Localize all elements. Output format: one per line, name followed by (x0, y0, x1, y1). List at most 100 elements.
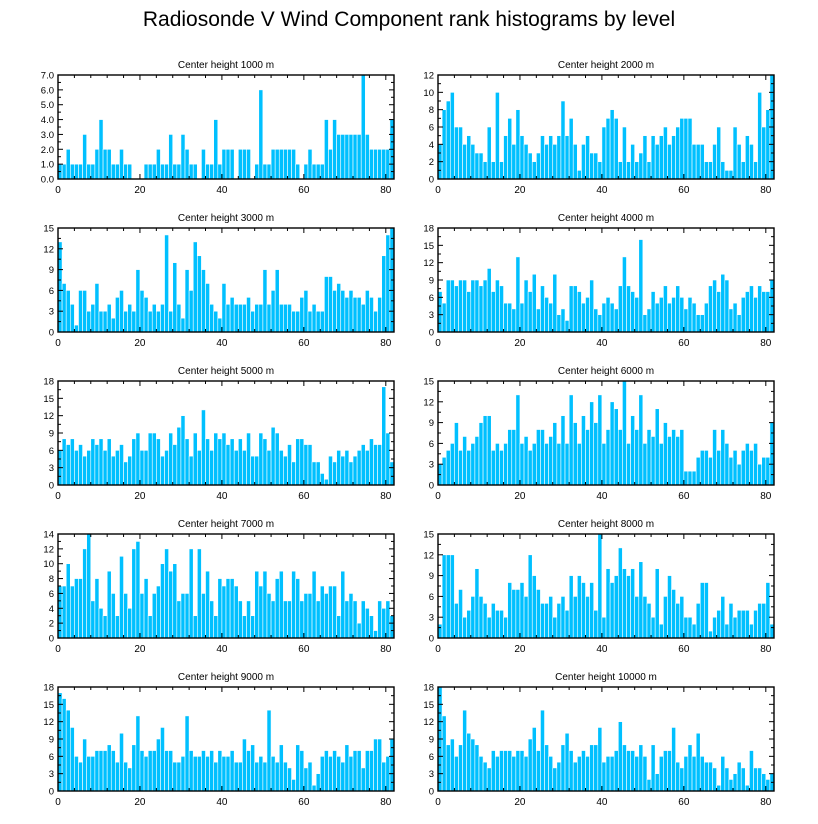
bar (135, 269, 141, 333)
bar (319, 585, 325, 639)
bar (753, 767, 758, 792)
bar (720, 596, 726, 639)
bar (658, 623, 664, 639)
bar (127, 767, 133, 792)
bar (691, 623, 697, 639)
panel-title: Center height 4000 m (558, 213, 654, 224)
bar (552, 616, 558, 639)
bar (515, 750, 521, 792)
bar (683, 118, 689, 180)
bar (135, 541, 141, 639)
bar (560, 744, 566, 792)
y-tick-label: 0 (429, 634, 434, 645)
bar (638, 394, 644, 486)
bar (348, 290, 354, 333)
bar (507, 582, 513, 639)
bar (172, 262, 178, 333)
bar (74, 578, 79, 639)
bar (180, 317, 186, 333)
bar (626, 575, 631, 639)
bar (556, 314, 562, 333)
bar (69, 303, 75, 333)
bar (254, 303, 260, 333)
y-tick-label: 2 (49, 619, 54, 630)
bar (299, 750, 305, 792)
y-tick-label: 12 (43, 411, 54, 422)
bar (445, 450, 451, 486)
bar (287, 767, 292, 792)
bar (609, 756, 615, 792)
bar (449, 554, 455, 639)
bar (560, 100, 566, 180)
bar (474, 279, 480, 333)
x-tick-label: 60 (298, 797, 310, 808)
bar (229, 578, 235, 639)
bar (356, 750, 362, 792)
bar (626, 443, 631, 486)
y-tick-label: 18 (423, 683, 434, 694)
bar (225, 303, 231, 333)
bar (229, 148, 235, 180)
bar (536, 429, 541, 486)
bar (205, 283, 210, 333)
bar (311, 303, 317, 333)
bar (291, 461, 296, 486)
x-tick-label: 0 (435, 491, 441, 502)
bar (470, 596, 476, 639)
bar (478, 596, 484, 639)
bar (65, 563, 71, 639)
bar (642, 314, 648, 333)
bar (454, 756, 459, 792)
bar (749, 450, 754, 486)
panel-3: Center height 3000 m 0 20 40 60 80 0 3 6 9 12 15 (43, 213, 395, 349)
bar (110, 317, 116, 333)
bar (315, 163, 321, 180)
bar (225, 756, 231, 792)
bar (254, 761, 260, 792)
bar (499, 161, 504, 180)
x-tick-label: 0 (55, 491, 61, 502)
bar (176, 163, 182, 180)
bar (151, 593, 157, 639)
bar (360, 303, 366, 333)
bar (258, 756, 264, 792)
bar (646, 603, 652, 639)
bar (74, 163, 79, 180)
panel-title: Center height 6000 m (558, 366, 654, 377)
bar (581, 415, 586, 486)
bar (728, 779, 734, 792)
bar (544, 443, 549, 486)
bar (609, 582, 615, 639)
bar (658, 756, 664, 792)
bar (757, 603, 763, 639)
bar (278, 450, 284, 486)
y-tick-label: 15 (43, 700, 54, 711)
bar (188, 290, 194, 333)
bar (303, 163, 309, 180)
panel-6: Center height 6000 m 0 20 40 60 80 0 3 6 9 12 15 (423, 366, 775, 502)
bar (336, 283, 342, 333)
bar (217, 163, 223, 180)
bar (712, 279, 717, 333)
bar (548, 596, 554, 639)
bar (536, 308, 541, 333)
bar (188, 455, 194, 486)
bar (352, 134, 358, 180)
bar (250, 310, 255, 333)
y-tick-label: 12 (423, 397, 434, 408)
y-tick-label: 10 (423, 88, 434, 99)
y-tick-label: 3 (49, 463, 54, 474)
bar (732, 450, 738, 486)
bar (507, 750, 513, 792)
bar (287, 303, 292, 333)
bar (601, 616, 607, 639)
bar (258, 89, 264, 180)
bar (753, 297, 758, 333)
bar (168, 134, 174, 180)
y-tick-label: 6 (429, 752, 434, 763)
bar (667, 302, 672, 333)
y-tick-label: 15 (43, 224, 54, 235)
y-tick-label: 0 (49, 481, 54, 492)
bar (332, 750, 337, 792)
bar (757, 285, 763, 333)
